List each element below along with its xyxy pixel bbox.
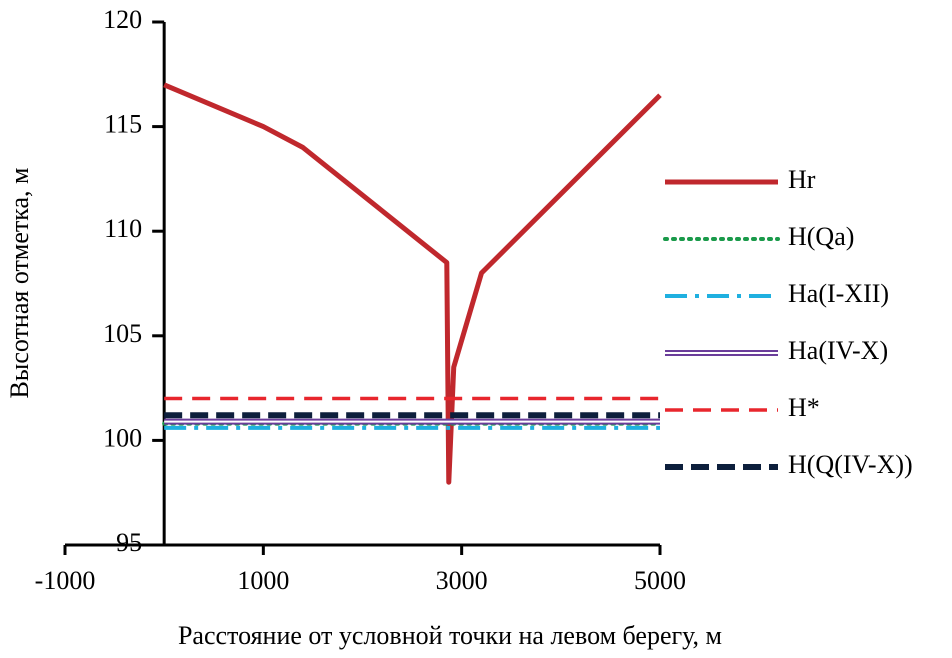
- y-axis-label: Высотная отметка, м: [5, 168, 34, 399]
- legend-label: Ha(I-XII): [788, 279, 889, 308]
- x-tick-label: 5000: [634, 566, 686, 595]
- x-tick-label: 3000: [436, 566, 488, 595]
- y-tick-label: 105: [103, 319, 142, 348]
- y-tick-label: 95: [116, 528, 142, 557]
- series-line: [163, 82, 662, 485]
- legend-label: H*: [788, 393, 820, 422]
- y-tick-label: 115: [104, 110, 142, 139]
- y-tick-label: 100: [103, 423, 142, 452]
- legend-label: H(Q(IV-X)): [788, 450, 913, 479]
- x-tick-label: -1000: [35, 566, 96, 595]
- legend-label: Ha(IV-X): [788, 336, 888, 365]
- x-tick-label: 1000: [237, 566, 289, 595]
- x-axis-label: Расстояние от условной точки на левом бе…: [178, 621, 722, 650]
- legend-label: Hr: [788, 165, 816, 194]
- legend-label: H(Qa): [788, 222, 854, 251]
- y-tick-label: 110: [104, 214, 142, 243]
- y-tick-label: 120: [103, 5, 142, 34]
